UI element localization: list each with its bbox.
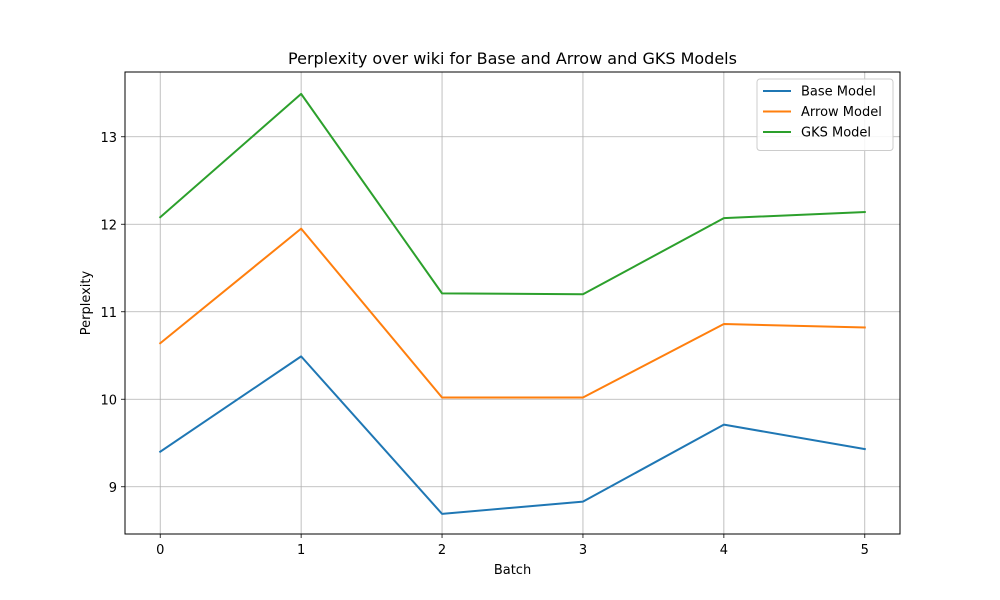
y-tick-label: 11	[100, 306, 117, 321]
legend-label: GKS Model	[801, 126, 871, 141]
x-tick-label: 4	[720, 543, 728, 558]
y-tick-label: 13	[100, 131, 117, 146]
x-tick-label: 0	[156, 543, 164, 558]
chart-title: Perplexity over wiki for Base and Arrow …	[288, 49, 737, 68]
y-tick-label: 10	[100, 393, 117, 408]
x-tick-label: 5	[861, 543, 869, 558]
plot-frame	[124, 71, 901, 535]
series-line-gks-model	[158, 92, 866, 296]
x-tick-label: 2	[438, 543, 446, 558]
x-axis-label: Batch	[494, 563, 531, 578]
legend-label: Arrow Model	[801, 105, 882, 120]
legend: Base Model Arrow Model GKS Model	[756, 78, 894, 151]
y-tick-label: 9	[109, 481, 117, 496]
series-lines	[158, 92, 866, 515]
x-tick-label: 1	[297, 543, 305, 558]
y-tick-label: 12	[100, 218, 117, 233]
y-axis-label: Perplexity	[79, 270, 94, 335]
series-line-arrow-model	[158, 227, 866, 399]
legend-label: Base Model	[801, 85, 876, 100]
series-line-base-model	[158, 355, 866, 515]
x-tick-label: 3	[579, 543, 587, 558]
